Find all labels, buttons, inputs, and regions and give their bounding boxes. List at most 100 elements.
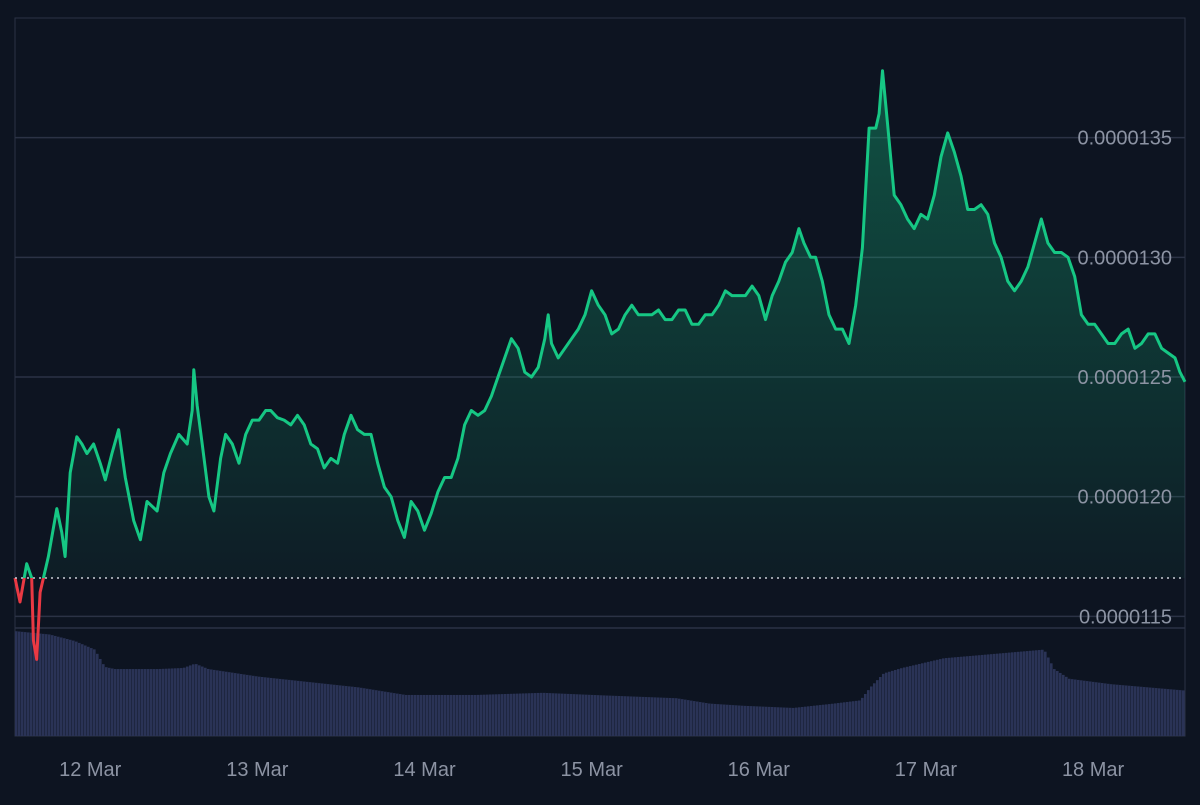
volume-bar bbox=[765, 706, 768, 736]
volume-bar bbox=[78, 642, 81, 736]
volume-bar bbox=[969, 655, 972, 736]
volume-bar bbox=[453, 694, 456, 736]
volume-bar bbox=[657, 697, 660, 736]
volume-bar bbox=[570, 694, 573, 736]
volume-bar bbox=[933, 660, 936, 736]
volume-bar bbox=[1179, 690, 1182, 736]
volume-bar bbox=[783, 707, 786, 736]
volume-bar bbox=[1086, 681, 1089, 736]
volume-bar bbox=[819, 705, 822, 736]
volume-bar bbox=[1041, 649, 1044, 736]
volume-bar bbox=[723, 704, 726, 736]
volume-bar bbox=[870, 686, 873, 736]
volume-bar bbox=[564, 693, 567, 736]
volume-bar bbox=[666, 697, 669, 736]
volume-bar bbox=[774, 707, 777, 736]
volume-bar bbox=[222, 671, 225, 736]
volume-bar bbox=[156, 669, 159, 736]
volume-bar bbox=[348, 686, 351, 736]
volume-bar bbox=[1170, 689, 1173, 736]
volume-bar bbox=[420, 694, 423, 736]
x-axis-ticks: 12 Mar 13 Mar 14 Mar 15 Mar 16 Mar 17 Mar 18 M… bbox=[59, 759, 1124, 781]
volume-bar bbox=[960, 656, 963, 736]
volume-bar bbox=[981, 654, 984, 736]
volume-bar bbox=[369, 689, 372, 736]
volume-bar bbox=[1146, 687, 1149, 736]
volume-bar bbox=[471, 694, 474, 736]
volume-bar bbox=[204, 667, 207, 736]
volume-bar bbox=[489, 694, 492, 736]
volume-bar bbox=[87, 646, 90, 736]
volume-bar bbox=[138, 669, 141, 736]
volume-bar bbox=[171, 668, 174, 736]
volume-bar bbox=[552, 693, 555, 736]
volume-bar bbox=[441, 694, 444, 736]
volume-bar bbox=[624, 696, 627, 736]
volume-bar bbox=[1122, 685, 1125, 736]
volume-bar bbox=[1182, 690, 1185, 736]
volume-bar bbox=[102, 664, 105, 736]
volume-bar bbox=[1083, 680, 1086, 736]
volume-bar bbox=[432, 694, 435, 736]
volume-bar bbox=[597, 695, 600, 736]
volume-bar bbox=[396, 693, 399, 736]
volume-bar bbox=[474, 694, 477, 736]
y-tick-label: 0.0000115 bbox=[1079, 606, 1172, 628]
volume-bar bbox=[975, 655, 978, 736]
volume-bar bbox=[99, 658, 102, 736]
volume-bar bbox=[147, 669, 150, 736]
volume-bar bbox=[711, 703, 714, 736]
volume-bar bbox=[759, 706, 762, 736]
volume-bar bbox=[951, 657, 954, 736]
volume-bar bbox=[1119, 684, 1122, 736]
volume-bar bbox=[381, 691, 384, 736]
volume-bar bbox=[132, 669, 135, 736]
volume-bar bbox=[642, 696, 645, 736]
volume-bar bbox=[291, 680, 294, 736]
volume-bar bbox=[459, 694, 462, 736]
volume-bar bbox=[675, 698, 678, 736]
volume-bar bbox=[816, 705, 819, 736]
volume-bar bbox=[309, 682, 312, 736]
volume-bar bbox=[729, 704, 732, 736]
volume-bar bbox=[693, 701, 696, 736]
volume-bar bbox=[669, 697, 672, 736]
volume-bar bbox=[357, 687, 360, 736]
volume-bar bbox=[117, 669, 120, 736]
volume-bar bbox=[876, 680, 879, 736]
volume-bar bbox=[198, 665, 201, 736]
volume-bar bbox=[762, 706, 765, 736]
volume-bar bbox=[1152, 687, 1155, 736]
volume-bar bbox=[429, 694, 432, 736]
volume-bar bbox=[63, 638, 66, 736]
volume-bar bbox=[858, 700, 861, 736]
volume-bar bbox=[312, 682, 315, 736]
volume-bar bbox=[135, 669, 138, 736]
volume-bar bbox=[924, 662, 927, 736]
volume-bar bbox=[732, 705, 735, 736]
y-tick-label: 0.0000125 bbox=[1077, 367, 1172, 389]
volume-bar bbox=[780, 707, 783, 736]
volume-bar bbox=[720, 704, 723, 736]
volume-bar bbox=[519, 693, 522, 736]
volume-bar bbox=[27, 632, 30, 736]
volume-bar bbox=[234, 673, 237, 736]
volume-bar bbox=[792, 707, 795, 736]
volume-bar bbox=[639, 696, 642, 736]
x-tick-label: 17 Mar bbox=[895, 759, 958, 781]
volume-bar bbox=[192, 664, 195, 736]
volume-bar bbox=[336, 685, 339, 736]
volume-bar bbox=[360, 687, 363, 736]
volume-bar bbox=[237, 673, 240, 736]
volume-bar bbox=[324, 683, 327, 736]
volume-bar bbox=[957, 657, 960, 736]
volume-bar bbox=[384, 691, 387, 736]
volume-bar bbox=[1107, 683, 1110, 736]
volume-bar bbox=[1071, 679, 1074, 736]
volume-bar bbox=[273, 678, 276, 736]
volume-bar bbox=[90, 648, 93, 736]
volume-bar bbox=[168, 668, 171, 736]
volume-bar bbox=[462, 694, 465, 736]
volume-bar bbox=[978, 655, 981, 736]
volume-bar bbox=[654, 697, 657, 736]
